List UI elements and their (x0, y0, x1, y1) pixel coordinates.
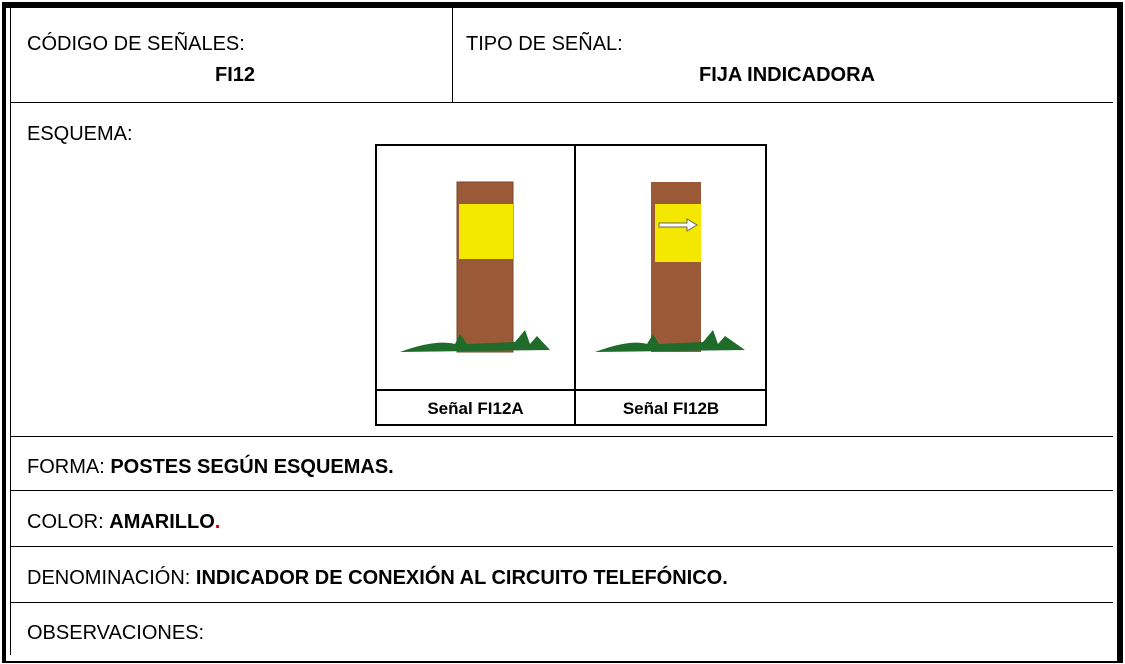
row-divider (10, 436, 1113, 437)
frame-line (10, 8, 11, 655)
type-label: TIPO DE SEÑAL: (466, 33, 623, 55)
form-row: FORMA: POSTES SEGÚN ESQUEMAS. (27, 456, 394, 479)
color-suffix: . (214, 511, 221, 533)
row-divider (10, 102, 1113, 103)
denomination-label: DENOMINACIÓN: (27, 567, 191, 589)
image-caption: Señal FI12B (622, 399, 720, 418)
image-box (375, 144, 767, 426)
form-value: POSTES SEGÚN ESQUEMAS. (110, 456, 394, 478)
denomination-row: DENOMINACIÓN: INDICADOR DE CONEXIÓN AL C… (27, 567, 728, 590)
type-value: FIJA INDICADORA (699, 64, 875, 86)
row-divider (10, 546, 1113, 547)
color-value: AMARILLO (109, 511, 215, 533)
col-divider (452, 8, 453, 102)
code-label: CÓDIGO DE SEÑALES: (27, 33, 245, 55)
form-label: FORMA: (27, 456, 105, 478)
color-label: COLOR: (27, 511, 104, 533)
denomination-value: INDICADOR DE CONEXIÓN AL CIRCUITO TELEFÓ… (195, 567, 728, 589)
row-divider (10, 602, 1113, 603)
scheme-label: ESQUEMA: (27, 123, 133, 145)
color-row: COLOR: AMARILLO. (27, 511, 220, 534)
image-caption: Señal FI12A (427, 399, 524, 418)
post-b (595, 182, 745, 352)
row-divider (10, 490, 1113, 491)
scheme-images (375, 144, 767, 426)
observations-label: OBSERVACIONES: (27, 622, 205, 644)
post-a (400, 181, 550, 353)
code-value: FI12 (214, 64, 256, 86)
